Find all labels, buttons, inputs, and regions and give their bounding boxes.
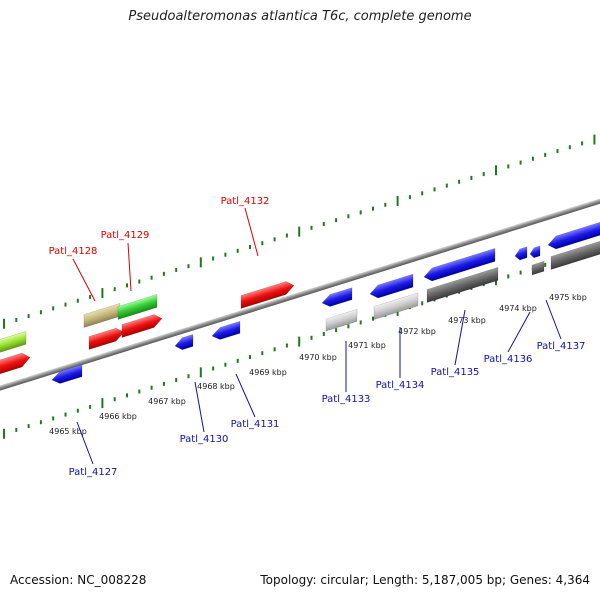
gene-label[interactable]: Patl_4129 bbox=[101, 230, 150, 241]
gene-feature bbox=[211, 320, 241, 340]
label-leader-line bbox=[127, 242, 132, 292]
gene-label[interactable]: Patl_4130 bbox=[180, 434, 229, 445]
gene-features bbox=[0, 220, 600, 384]
gene-label[interactable]: Patl_4136 bbox=[484, 354, 533, 365]
ruler-tick-label: 4968 kbp bbox=[197, 382, 235, 391]
gene-feature bbox=[51, 364, 83, 384]
gene-feature bbox=[369, 273, 414, 299]
gene-feature bbox=[121, 314, 163, 338]
label-leader-line bbox=[244, 207, 259, 257]
gene-feature bbox=[321, 287, 353, 307]
label-leader-line bbox=[76, 421, 94, 465]
gene-feature bbox=[514, 246, 528, 261]
ruler-tick-label: 4965 kbp bbox=[49, 427, 87, 436]
gene-label[interactable]: Patl_4128 bbox=[49, 246, 98, 257]
gene-label[interactable]: Patl_4127 bbox=[69, 467, 118, 478]
gene-feature bbox=[550, 239, 600, 270]
label-leader-line bbox=[72, 258, 96, 302]
gene-label[interactable]: Patl_4135 bbox=[431, 367, 480, 378]
map-title: Pseudoalteromonas atlantica T6c, complet… bbox=[128, 9, 472, 24]
backbone bbox=[0, 183, 600, 397]
ruler-tick-label: 4974 kbp bbox=[499, 304, 537, 313]
gene-feature bbox=[174, 334, 194, 351]
gene-feature bbox=[373, 292, 419, 320]
gene-feature bbox=[531, 260, 545, 276]
gene-feature bbox=[529, 245, 541, 259]
ruler-tick-label: 4970 kbp bbox=[299, 353, 337, 362]
label-leader-line bbox=[545, 299, 562, 340]
gene-label[interactable]: Patl_4131 bbox=[231, 419, 280, 430]
gene-feature bbox=[426, 267, 499, 303]
gene-label[interactable]: Patl_4137 bbox=[537, 341, 586, 352]
gene-feature bbox=[423, 248, 496, 282]
gene-feature bbox=[88, 327, 125, 350]
gene-feature bbox=[547, 220, 600, 250]
ruler-tick-label: 4972 kbp bbox=[398, 327, 436, 336]
label-leader-line bbox=[454, 309, 466, 366]
gene-label[interactable]: Patl_4134 bbox=[376, 380, 425, 391]
accession-text: Accession: NC_008228 bbox=[10, 573, 147, 587]
upper-dotted-track bbox=[3, 134, 596, 329]
gene-feature bbox=[325, 309, 358, 332]
gene-label[interactable]: Patl_4132 bbox=[221, 196, 270, 207]
ruler-tick-label: 4969 kbp bbox=[249, 368, 287, 377]
gene-feature bbox=[117, 294, 158, 320]
ruler-tick-label: 4966 kbp bbox=[99, 412, 137, 421]
label-leader-line bbox=[194, 381, 205, 433]
label-leader-line bbox=[235, 373, 256, 418]
ruler-tick-label: 4975 kbp bbox=[549, 293, 587, 302]
gene-label[interactable]: Patl_4133 bbox=[322, 394, 371, 405]
topology-text: Topology: circular; Length: 5,187,005 bp… bbox=[260, 573, 590, 587]
ruler-tick-label: 4973 kbp bbox=[448, 316, 486, 325]
gene-feature bbox=[0, 330, 27, 356]
label-leader-line bbox=[507, 311, 531, 353]
gene-feature bbox=[0, 352, 31, 378]
ruler-tick-label: 4971 kbp bbox=[348, 341, 386, 350]
gene-feature bbox=[83, 302, 121, 328]
gene-feature bbox=[240, 281, 295, 309]
ruler-labels: 4965 kbp 4966 kbp 4967 kbp 4968 kbp 4969 kbp… bbox=[49, 293, 587, 436]
ruler-tick-label: 4967 kbp bbox=[148, 397, 186, 406]
